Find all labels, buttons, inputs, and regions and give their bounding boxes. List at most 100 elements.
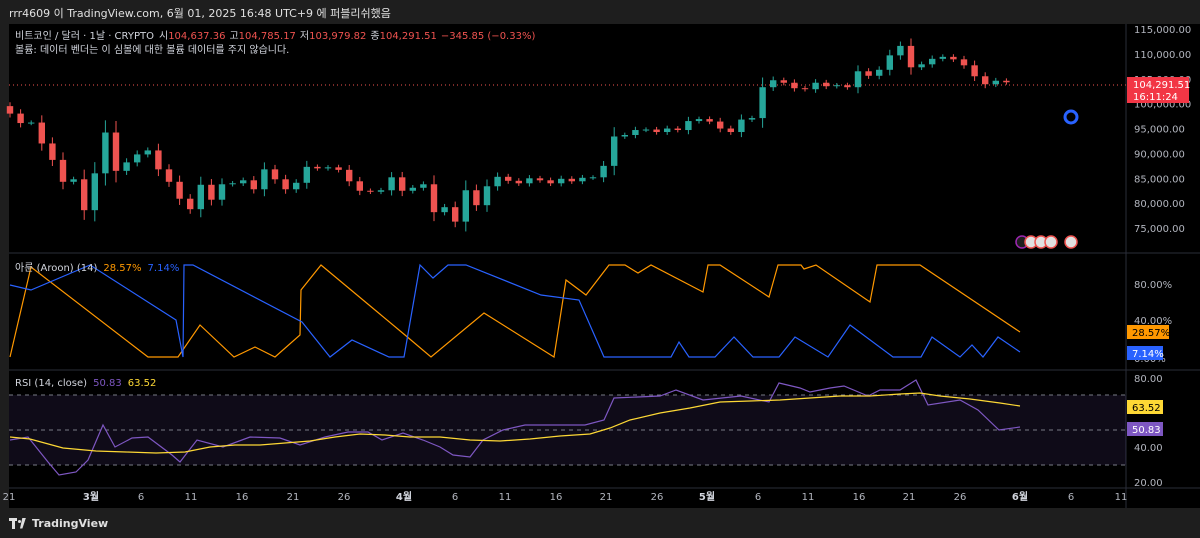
candle-down — [717, 121, 724, 129]
candle-up — [123, 162, 130, 171]
candle-down — [780, 80, 787, 83]
aroon-tick-40: 40.00% — [1134, 316, 1172, 327]
candle-down — [49, 143, 56, 160]
candle-up — [621, 135, 628, 137]
candle-down — [473, 190, 480, 206]
time-tick-label: 21 — [287, 492, 300, 503]
price-tick-label: 75,000.00 — [1134, 224, 1185, 235]
candle-up — [992, 80, 999, 85]
candle-up — [303, 166, 310, 183]
candle-down — [6, 106, 14, 114]
candle-down — [971, 65, 978, 77]
time-tick-label: 11 — [499, 492, 512, 503]
candle-down — [823, 82, 830, 87]
candle-up — [197, 184, 204, 210]
candle-down — [452, 207, 459, 222]
candle-up — [854, 71, 862, 88]
candle-down — [38, 122, 45, 144]
candle-down — [59, 159, 67, 182]
aroon-legend: 아룬 (Aroon) (14) 28.57% 7.14% — [15, 262, 179, 274]
rsi-layer — [9, 379, 1021, 476]
candle-down — [536, 178, 544, 181]
candle-down — [208, 184, 215, 200]
candle-up — [632, 130, 639, 136]
candle-down — [165, 169, 173, 182]
candle-up — [886, 55, 893, 70]
candle-down — [271, 169, 279, 180]
candle-up — [642, 129, 650, 131]
price-tick-label: 80,000.00 — [1134, 199, 1185, 210]
candle-down — [844, 85, 851, 88]
price-tick-label: 85,000.00 — [1134, 174, 1185, 185]
candle-up — [420, 184, 427, 188]
rsi-ma-badge-text: 63.52 — [1132, 403, 1161, 414]
aroon-tick-80: 80.00% — [1134, 280, 1172, 291]
aroon-layer — [9, 263, 1021, 358]
candle-up — [293, 182, 300, 190]
tradingview-logo[interactable]: TradingView — [9, 516, 108, 530]
last-price-badge[interactable]: 104,291.51 16:11:24 — [1127, 77, 1190, 103]
time-tick-label: 21 — [600, 492, 613, 503]
time-tick-label: 21 — [903, 492, 916, 503]
aroon-down-badge-text: 7.14% — [1132, 349, 1164, 360]
time-tick-label: 26 — [651, 492, 664, 503]
candle-down — [399, 177, 406, 191]
candle-down — [314, 166, 321, 169]
time-tick-label: 11 — [185, 492, 198, 503]
time-tick-label: 5월 — [699, 491, 715, 503]
rsi-ma-line — [9, 392, 1021, 454]
candle-up — [685, 121, 692, 131]
time-tick-label: 11 — [802, 492, 815, 503]
publish-info: rrr4609 이 TradingView.com, 6월 01, 2025 1… — [9, 7, 391, 20]
candle-down — [950, 56, 957, 60]
aroon-up-badge: 28.57% — [1127, 325, 1170, 339]
candles-layer — [6, 38, 1010, 232]
candle-down — [791, 82, 798, 89]
time-tick-label: 6 — [138, 492, 144, 503]
candle-down — [865, 71, 872, 76]
candle-up — [324, 167, 332, 169]
aroon-up-line — [9, 264, 1021, 358]
rsi-band-background — [9, 395, 1126, 465]
time-tick-label: 21 — [3, 492, 16, 503]
event-markers[interactable] — [1015, 235, 1078, 249]
candle-up — [897, 45, 904, 56]
candle-down — [982, 76, 989, 85]
tradingview-brand: TradingView — [32, 516, 109, 530]
candle-up — [483, 186, 491, 206]
candle-down — [505, 176, 512, 181]
rsi-line — [9, 379, 1021, 476]
time-tick-label: 16 — [853, 492, 866, 503]
us-flag-event-icon[interactable] — [1064, 235, 1078, 249]
candle-up — [929, 58, 936, 65]
candle-down — [547, 180, 554, 184]
candle-up — [494, 176, 501, 187]
candle-up — [261, 169, 268, 190]
candle-down — [356, 181, 363, 191]
candle-up — [91, 173, 98, 211]
aroon-down-line — [9, 263, 1021, 358]
candle-up — [102, 132, 109, 174]
candle-up — [738, 119, 745, 133]
candle-up — [876, 69, 883, 76]
candle-up — [558, 178, 565, 184]
price-tick-label: 95,000.00 — [1134, 125, 1185, 136]
candle-down — [155, 150, 162, 170]
candle-up — [70, 179, 77, 182]
candle-down — [430, 184, 438, 213]
candle-down — [568, 178, 575, 182]
candle-down — [112, 132, 120, 171]
candle-down — [515, 180, 522, 184]
candle-up — [388, 177, 395, 191]
candle-down — [335, 167, 342, 170]
candle-up — [462, 190, 469, 222]
us-flag-event-icon[interactable] — [1044, 235, 1058, 249]
candle-up — [939, 56, 946, 59]
projection-marker-icon[interactable] — [1063, 109, 1079, 125]
candle-up — [589, 177, 597, 179]
time-tick-labels: 21 3월 6 11 16 21 26 4월 6 11 16 21 26 5월 6 11 16 21 26 6월 6 11 — [3, 491, 1128, 503]
candle-up — [218, 184, 226, 200]
chart-canvas[interactable]: 115,000.00110,000.00105,000.00100,000.00… — [0, 0, 1200, 508]
time-tick-label: 3월 — [83, 491, 99, 503]
candle-up — [579, 177, 586, 182]
